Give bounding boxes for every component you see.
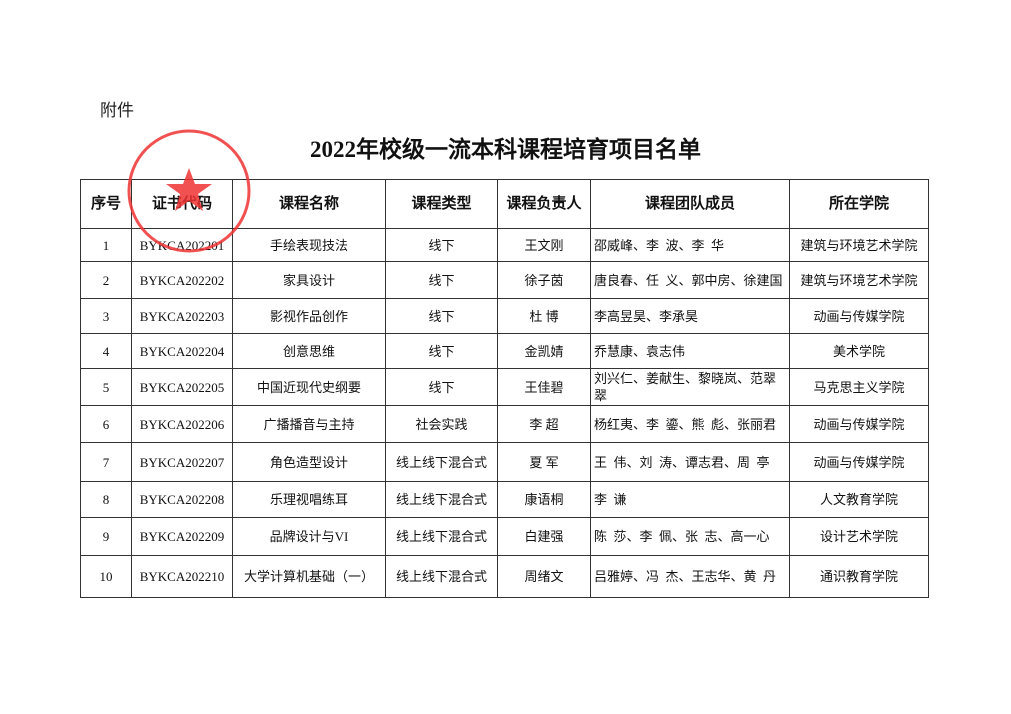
- table-cell: 线下: [385, 228, 498, 262]
- table-cell: 线上线下混合式: [385, 517, 498, 556]
- column-header: 所在学院: [789, 179, 929, 229]
- table-cell: 创意思维: [232, 333, 386, 369]
- table-cell: 大学计算机基础（一）: [232, 555, 386, 598]
- header-row: 序号证书代码课程名称课程类型课程负责人课程团队成员所在学院: [80, 179, 929, 229]
- table-cell: 通识教育学院: [789, 555, 929, 598]
- table-cell: 杜 博: [497, 298, 591, 334]
- attachment-label: 附件: [100, 101, 134, 120]
- table-cell: BYKCA202210: [131, 555, 233, 598]
- table-cell: BYKCA202207: [131, 442, 233, 482]
- table-cell: 吕雅婷、冯 杰、王志华、黄 丹: [590, 555, 790, 598]
- table-cell: 李 谦: [590, 481, 790, 518]
- table-cell: 杨红夷、李 鎏、熊 彪、张丽君: [590, 405, 790, 443]
- official-seal: [127, 129, 251, 253]
- table-cell: 线上线下混合式: [385, 442, 498, 482]
- table-row: 3 BYKCA202203 影视作品创作 线下杜 博李高昱昊、李承昊 动画与传媒学院: [80, 298, 929, 334]
- column-header: 课程团队成员: [590, 179, 790, 229]
- table-row: 9 BYKCA202209 品牌设计与VI 线上线下混合式 白建强陈 莎、李 佩、张 志…: [80, 517, 929, 556]
- table-cell: 线下: [385, 261, 498, 299]
- table-cell: 线下: [385, 368, 498, 406]
- table-cell: 李高昱昊、李承昊: [590, 298, 790, 334]
- table-cell: 4: [80, 333, 132, 369]
- table-cell: 线下: [385, 298, 498, 334]
- table-cell: BYKCA202205: [131, 368, 233, 406]
- table-row: 8 BYKCA202208 乐理视唱练耳 线上线下混合式 康语桐李 谦人文教育学院: [80, 481, 929, 518]
- table-cell: 动画与传媒学院: [789, 298, 929, 334]
- table-row: 5 BYKCA202205 中国近现代史纲要 线下 王佳碧 刘兴仁、姜献生、黎晓岚、范翠翠…: [80, 368, 929, 406]
- table-cell: 角色造型设计: [232, 442, 386, 482]
- table-cell: 陈 莎、李 佩、张 志、高一心: [590, 517, 790, 556]
- table-cell: 家具设计: [232, 261, 386, 299]
- table-cell: 线上线下混合式: [385, 481, 498, 518]
- table-cell: 建筑与环境艺术学院: [789, 261, 929, 299]
- column-header: 课程负责人: [497, 179, 591, 229]
- table-cell: 广播播音与主持: [232, 405, 386, 443]
- table-cell: 影视作品创作: [232, 298, 386, 334]
- table-cell: BYKCA202204: [131, 333, 233, 369]
- table-cell: 美术学院: [789, 333, 929, 369]
- course-table: 序号证书代码课程名称课程类型课程负责人课程团队成员所在学院 1BYKCA2022…: [80, 179, 929, 598]
- table-cell: 白建强: [497, 517, 591, 556]
- table-cell: 金凯婧: [497, 333, 591, 369]
- table-cell: 夏 军: [497, 442, 591, 482]
- column-header: 序号: [80, 179, 132, 229]
- table-cell: BYKCA202209: [131, 517, 233, 556]
- table-cell: 建筑与环境艺术学院: [789, 228, 929, 262]
- table-cell: 周绪文: [497, 555, 591, 598]
- table-row: 6 BYKCA202206 广播播音与主持 社会实践李 超杨红夷、李 鎏、熊 彪、张丽…: [80, 405, 929, 443]
- column-header: 课程类型: [385, 179, 498, 229]
- table-cell: 10: [80, 555, 132, 598]
- table-cell: 乐理视唱练耳: [232, 481, 386, 518]
- table-cell: BYKCA202203: [131, 298, 233, 334]
- table-cell: 王 伟、刘 涛、谭志君、周 亭: [590, 442, 790, 482]
- table-cell: 品牌设计与VI: [232, 517, 386, 556]
- table-row: 2 BYKCA202202 家具设计 线下 徐子茵 唐良春、任 义、郭中房、徐建国 建筑与环…: [80, 261, 929, 299]
- table-cell: 唐良春、任 义、郭中房、徐建国: [590, 261, 790, 299]
- table-cell: 线下: [385, 333, 498, 369]
- table-cell: 线上线下混合式: [385, 555, 498, 598]
- table-cell: 徐子茵: [497, 261, 591, 299]
- table-cell: 动画与传媒学院: [789, 405, 929, 443]
- table-cell: 5: [80, 368, 132, 406]
- table-cell: 9: [80, 517, 132, 556]
- table-row: 10 BYKCA202210 大学计算机基础（一） 线上线下混合式 周绪文 吕雅婷、冯 杰…: [80, 555, 929, 598]
- table-cell: BYKCA202208: [131, 481, 233, 518]
- table-cell: 7: [80, 442, 132, 482]
- table-cell: 马克思主义学院: [789, 368, 929, 406]
- table-cell: 6: [80, 405, 132, 443]
- table-cell: 王文刚: [497, 228, 591, 262]
- table-cell: 3: [80, 298, 132, 334]
- table-row: 4 BYKCA202204 创意思维 线下 金凯婧 乔慧康、袁志伟 美术学院: [80, 333, 929, 369]
- table-cell: 人文教育学院: [789, 481, 929, 518]
- table-cell: 刘兴仁、姜献生、黎晓岚、范翠翠: [590, 368, 790, 406]
- table-cell: 8: [80, 481, 132, 518]
- table-cell: 手绘表现技法: [232, 228, 386, 262]
- table-cell: 设计艺术学院: [789, 517, 929, 556]
- document-title: 2022年校级一流本科课程培育项目名单: [310, 137, 701, 162]
- table-cell: 动画与传媒学院: [789, 442, 929, 482]
- table-cell: 社会实践: [385, 405, 498, 443]
- table-cell: BYKCA202206: [131, 405, 233, 443]
- table-body: 1 BYKCA202201 手绘表现技法 线下 王文刚 邵威峰、李 波、李 华建筑与环境艺…: [80, 228, 929, 598]
- table-cell: 乔慧康、袁志伟: [590, 333, 790, 369]
- table-row: 7 BYKCA202207 角色造型设计 线上线下混合式夏 军王 伟、刘 涛、谭志君、…: [80, 442, 929, 482]
- table-cell: 康语桐: [497, 481, 591, 518]
- table-cell: BYKCA202202: [131, 261, 233, 299]
- table-cell: 邵威峰、李 波、李 华: [590, 228, 790, 262]
- table-cell: 李 超: [497, 405, 591, 443]
- column-header: 课程名称: [232, 179, 386, 229]
- table-cell: 中国近现代史纲要: [232, 368, 386, 406]
- table-cell: 王佳碧: [497, 368, 591, 406]
- table-cell: 2: [80, 261, 132, 299]
